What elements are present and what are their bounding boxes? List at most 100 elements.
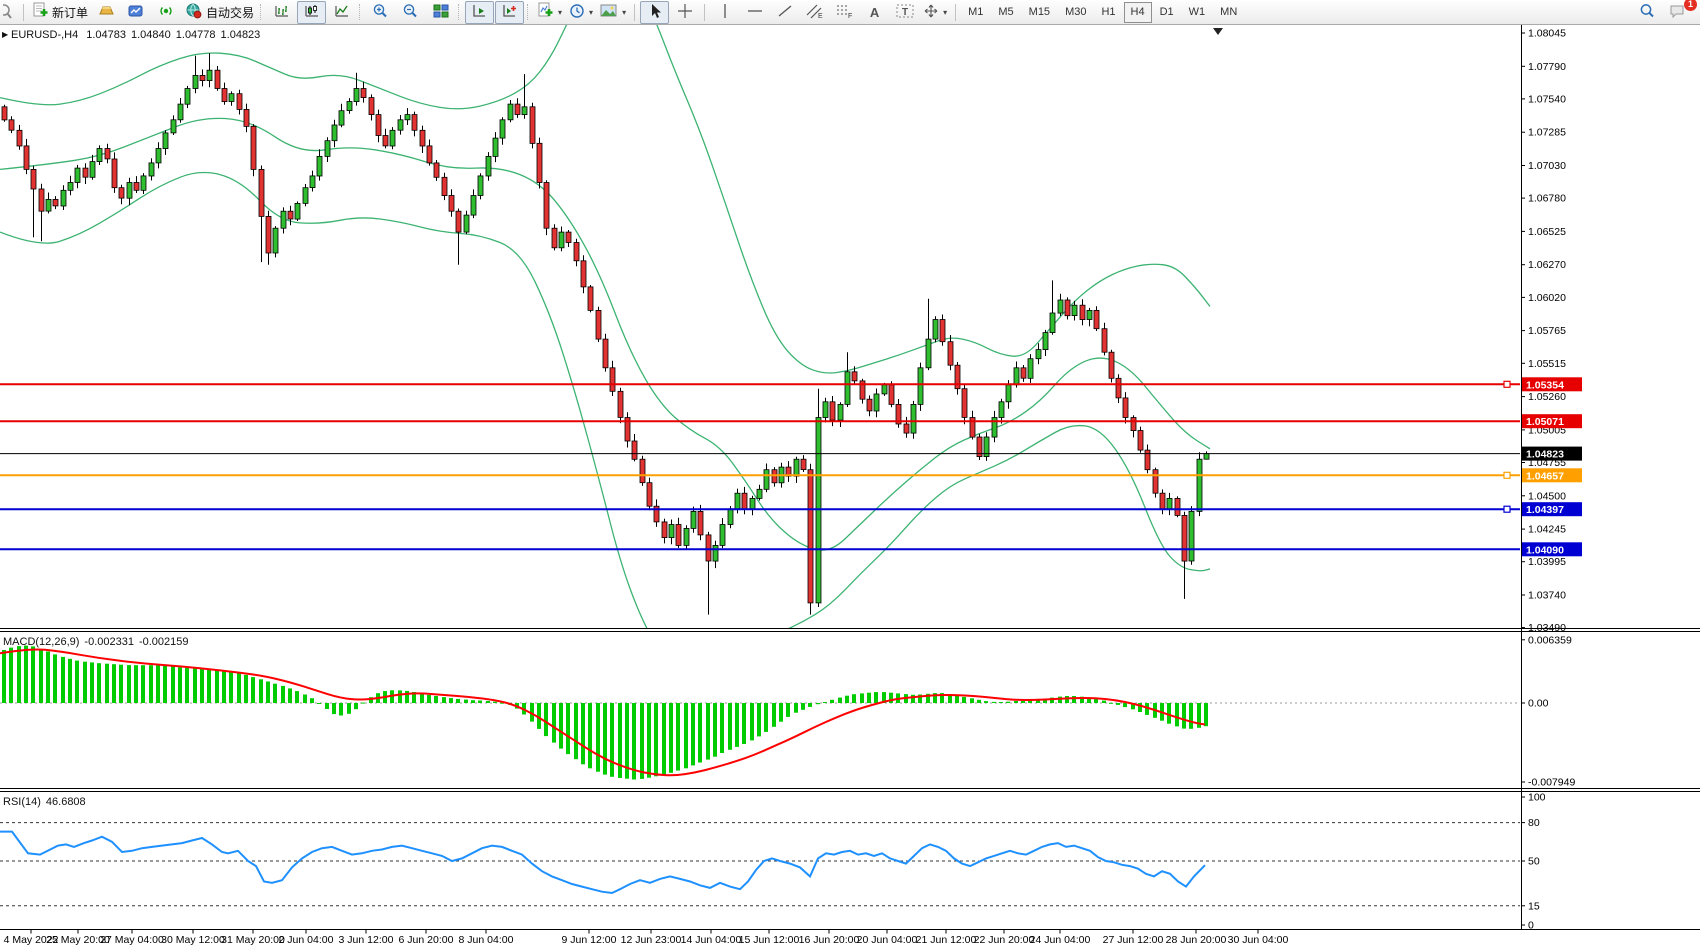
- candle-bear: [1159, 492, 1166, 510]
- candle-bull: [1049, 312, 1056, 334]
- candlestick-chart-button[interactable]: [297, 0, 327, 24]
- level-line-marker[interactable]: [1503, 380, 1511, 388]
- tile-windows-button[interactable]: [426, 1, 455, 24]
- auto-trading-button[interactable]: 自动交易: [182, 1, 257, 24]
- auto-scroll-button[interactable]: [495, 0, 525, 24]
- candle-bull: [155, 148, 162, 164]
- gold-ingot-button[interactable]: [92, 1, 121, 24]
- line-chart-icon: [334, 3, 350, 22]
- text-label-button[interactable]: T: [890, 1, 919, 24]
- level-line-marker[interactable]: [1503, 471, 1511, 479]
- candlestick-chart-icon: [304, 3, 320, 22]
- time-tick-label: 27 May 04:00: [100, 934, 164, 946]
- macd-histogram-bar: [361, 702, 365, 704]
- timeframe-m1-button[interactable]: M1: [968, 5, 984, 18]
- bollinger-lower-band[interactable]: [0, 171, 1211, 663]
- macd-histogram-bar: [808, 703, 812, 707]
- macd-histogram-bar: [750, 703, 754, 741]
- trendline-button[interactable]: [770, 1, 799, 24]
- trendline-icon: [777, 3, 793, 22]
- candle-bear: [38, 188, 45, 212]
- timeframe-m5-button[interactable]: M5: [998, 5, 1014, 18]
- candle-bull: [1035, 349, 1042, 360]
- timeframe-m15-button[interactable]: M15: [1028, 5, 1051, 18]
- svg-text:1.04657: 1.04657: [1526, 470, 1564, 482]
- candle-bear: [543, 182, 550, 229]
- macd-histogram-bar: [889, 692, 893, 703]
- rsi-panel: [0, 822, 1520, 907]
- candle-bull: [983, 436, 990, 458]
- time-tick-label: 4 May 2022: [4, 934, 59, 946]
- text-button[interactable]: A: [860, 1, 889, 24]
- candle-bull: [507, 103, 514, 121]
- cursor-button[interactable]: [640, 0, 670, 24]
- candle-bear: [807, 469, 814, 604]
- candle-bull: [316, 155, 323, 177]
- chart-plot[interactable]: 1.08045 1.07790 1.07540 1.07285 1.07030 1.067…: [0, 25, 1700, 946]
- candle-bear: [741, 492, 748, 510]
- macd-histogram-bar: [955, 695, 959, 703]
- zoom-out-button[interactable]: [396, 1, 425, 24]
- signals-button[interactable]: [152, 1, 181, 24]
- timeframe-h4-button[interactable]: H4: [1123, 1, 1152, 23]
- level-line-marker[interactable]: [1503, 505, 1511, 513]
- macd-histogram-bar: [874, 692, 878, 703]
- macd-histogram-bar: [764, 703, 768, 732]
- candle-bear: [104, 148, 111, 160]
- candle-bear: [1174, 497, 1181, 516]
- vertical-line-button[interactable]: [710, 1, 739, 24]
- candle-bear: [441, 176, 448, 197]
- crosshair-button[interactable]: [670, 1, 699, 24]
- bar-chart-button[interactable]: [267, 1, 296, 24]
- macd-histogram-bar: [244, 674, 248, 703]
- arrows-icon: [923, 3, 939, 22]
- rsi-label: RSI(14) 46.6808: [3, 796, 86, 808]
- candle-bull: [162, 132, 169, 150]
- svg-text:1.05071: 1.05071: [1526, 416, 1564, 428]
- zoom-in-button[interactable]: [366, 1, 395, 24]
- horizontal-line-button[interactable]: [740, 1, 769, 24]
- candle-bear: [382, 135, 389, 147]
- clipped-toolbar-button[interactable]: [2, 1, 18, 24]
- bollinger-middle-band[interactable]: [0, 117, 1211, 551]
- timeframe-d1-button[interactable]: D1: [1159, 5, 1174, 18]
- rsi-tick-label: 50: [1528, 856, 1540, 868]
- fibonacci-button[interactable]: F: [830, 1, 859, 24]
- macd-histogram-bar: [141, 665, 145, 703]
- macd-histogram-bar: [9, 647, 13, 703]
- equidistant-channel-button[interactable]: E: [800, 1, 829, 24]
- rsi-tick-label: 80: [1528, 817, 1540, 829]
- notifications-button[interactable]: 1: [1663, 0, 1697, 24]
- template-menu-button[interactable]: ▾: [597, 1, 629, 24]
- arrows-button[interactable]: ▾: [920, 1, 950, 24]
- chart-shift-button[interactable]: [465, 0, 495, 24]
- candle-bull: [668, 524, 675, 539]
- auto-trading-icon: [185, 3, 203, 22]
- chart-shift-marker[interactable]: [1213, 28, 1223, 35]
- macd-histogram-bar: [127, 665, 131, 703]
- candle-bull: [521, 106, 528, 116]
- text-icon: A: [869, 4, 880, 20]
- timeframe-m30-button[interactable]: M30: [1065, 5, 1087, 18]
- search-button[interactable]: [1633, 1, 1662, 24]
- one-click-trading-expander[interactable]: ▶: [2, 30, 9, 39]
- timeframe-mn-button[interactable]: MN: [1220, 5, 1238, 18]
- timeframe-w1-button[interactable]: W1: [1188, 5, 1206, 18]
- new-order-button[interactable]: 新订单: [29, 1, 91, 24]
- macd-tick-label: 0.00: [1528, 698, 1549, 710]
- timeframe-h1-button[interactable]: H1: [1101, 5, 1116, 18]
- price-tick-label: 1.06525: [1528, 226, 1566, 238]
- time-tick-label: 15 Jun 12:00: [739, 934, 800, 946]
- zoom-out-icon: [402, 3, 419, 22]
- candle-bull: [126, 182, 133, 199]
- line-chart-button[interactable]: [327, 1, 356, 24]
- add-indicator-button[interactable]: ▾: [534, 1, 565, 24]
- timeframe-menu-button[interactable]: ▾: [566, 1, 596, 24]
- bollinger-upper-band[interactable]: [0, 25, 1211, 374]
- candle-bear: [419, 129, 426, 147]
- market-watch-button[interactable]: [122, 1, 151, 24]
- candle-bull: [485, 155, 492, 177]
- candle-bull: [1203, 453, 1210, 460]
- chevron-down-icon: ▾: [943, 7, 948, 17]
